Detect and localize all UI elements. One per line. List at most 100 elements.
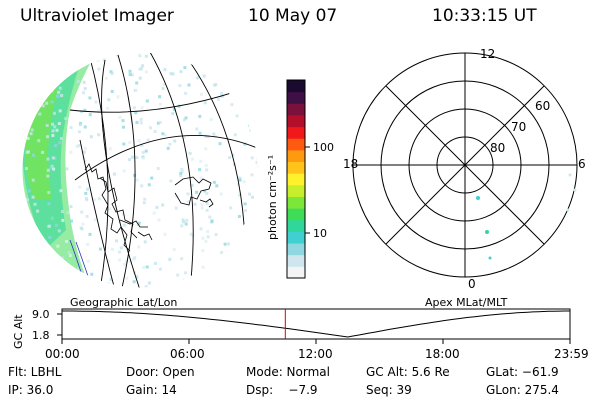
speckle-pixel (145, 99, 149, 103)
speckle-pixel (210, 267, 213, 271)
speckle-pixel (184, 222, 188, 226)
speckle-pixel (149, 126, 152, 130)
speckle-pixel (83, 146, 87, 150)
speckle-pixel (33, 202, 37, 206)
speckle-pixel (42, 53, 46, 57)
speckle-pixel (218, 142, 222, 146)
speckle-pixel (25, 150, 29, 154)
speckle-pixel (257, 228, 258, 232)
speckle-pixel (236, 182, 240, 186)
speckle-pixel (37, 139, 41, 143)
speckle-pixel (190, 283, 194, 286)
speckle-pixel (51, 134, 55, 137)
speckle-pixel (54, 79, 58, 83)
speckle-pixel (80, 210, 84, 214)
speckle-pixel (182, 118, 186, 122)
speckle-pixel (199, 227, 203, 231)
speckle-pixel (116, 95, 120, 99)
mlt-label-top: 12 (480, 47, 495, 61)
speckle-pixel (144, 149, 148, 153)
speckle-pixel (123, 263, 126, 266)
speckle-pixel (135, 178, 139, 182)
speckle-pixel (247, 241, 251, 245)
speckle-pixel (94, 100, 98, 104)
ip-label: IP: 36.0 (8, 383, 54, 397)
speckle-pixel (28, 237, 32, 241)
speckle-pixel (144, 70, 148, 74)
time-tick-label: 12:00 (298, 347, 333, 361)
speckle-pixel (46, 174, 50, 178)
speckle-pixel (199, 92, 203, 96)
speckle-pixel (49, 55, 53, 59)
speckle-pixel (173, 107, 176, 111)
colorbar-segment (287, 254, 305, 267)
speckle-pixel (182, 220, 185, 224)
speckle-pixel (85, 215, 89, 218)
altitude-tick-label: 9.0 (32, 308, 50, 321)
mode-label: Mode: Normal (246, 365, 330, 379)
speckle-pixel (46, 157, 50, 161)
speckle-pixel (195, 190, 199, 194)
speckle-pixel (128, 141, 132, 144)
speckle-pixel (241, 74, 244, 78)
speckle-pixel (93, 198, 97, 202)
speckle-pixel (55, 128, 59, 132)
speckle-pixel (50, 100, 54, 104)
colorbar-segment (287, 114, 305, 128)
speckle-pixel (27, 189, 31, 193)
speckle-pixel (48, 235, 52, 239)
speckle-pixel (97, 67, 101, 71)
speckle-pixel (36, 209, 40, 213)
speckle-pixel (86, 187, 89, 191)
speckle-pixel (161, 203, 165, 207)
speckle-pixel (86, 242, 90, 246)
speckle-pixel (31, 102, 35, 106)
speckle-pixel (69, 205, 73, 209)
speckle-pixel (121, 212, 125, 216)
speckle-pixel (158, 120, 162, 124)
speckle-pixel (65, 167, 69, 171)
speckle-pixel (25, 198, 29, 202)
speckle-pixel (238, 178, 242, 182)
speckle-pixel (145, 265, 149, 269)
speckle-pixel (253, 71, 257, 75)
speckle-pixel (221, 94, 224, 98)
speckle-pixel (47, 202, 51, 206)
speckle-pixel (171, 112, 175, 116)
speckle-pixel (49, 66, 53, 70)
filter-label: Flt: LBHL (8, 365, 62, 379)
speckle-pixel (238, 98, 242, 102)
speckle-pixel (202, 74, 206, 78)
speckle-pixel (49, 166, 53, 170)
speckle-pixel (89, 135, 93, 139)
speckle-pixel (44, 65, 48, 69)
speckle-pixel (135, 275, 139, 279)
speckle-pixel (141, 64, 145, 68)
speckle-pixel (143, 197, 147, 201)
speckle-pixel (227, 242, 230, 246)
speckle-pixel (96, 59, 100, 62)
speckle-pixel (98, 247, 102, 251)
speckle-pixel (184, 116, 188, 120)
speckle-pixel (137, 245, 141, 249)
speckle-pixel (51, 156, 55, 160)
colorbar-segment (287, 80, 305, 93)
speckle-pixel (180, 257, 184, 261)
speckle-pixel (146, 138, 150, 142)
colorbar-segment (287, 126, 305, 139)
speckle-pixel (29, 284, 33, 288)
speckle-pixel (201, 236, 205, 240)
speckle-pixel (118, 115, 122, 119)
speckle-pixel (128, 158, 131, 162)
mlt-label-right: 6 (578, 157, 586, 171)
speckle-pixel (69, 150, 73, 154)
speckle-pixel (163, 232, 167, 236)
speckle-pixel (198, 131, 202, 135)
colorbar-segment (287, 219, 305, 232)
speckle-pixel (252, 240, 255, 244)
mlt-label-bottom: 0 (468, 277, 476, 291)
speckle-pixel (130, 155, 134, 159)
speckle-pixel (188, 57, 192, 60)
speckle-pixel (25, 105, 29, 109)
speckle-pixel (25, 167, 28, 170)
